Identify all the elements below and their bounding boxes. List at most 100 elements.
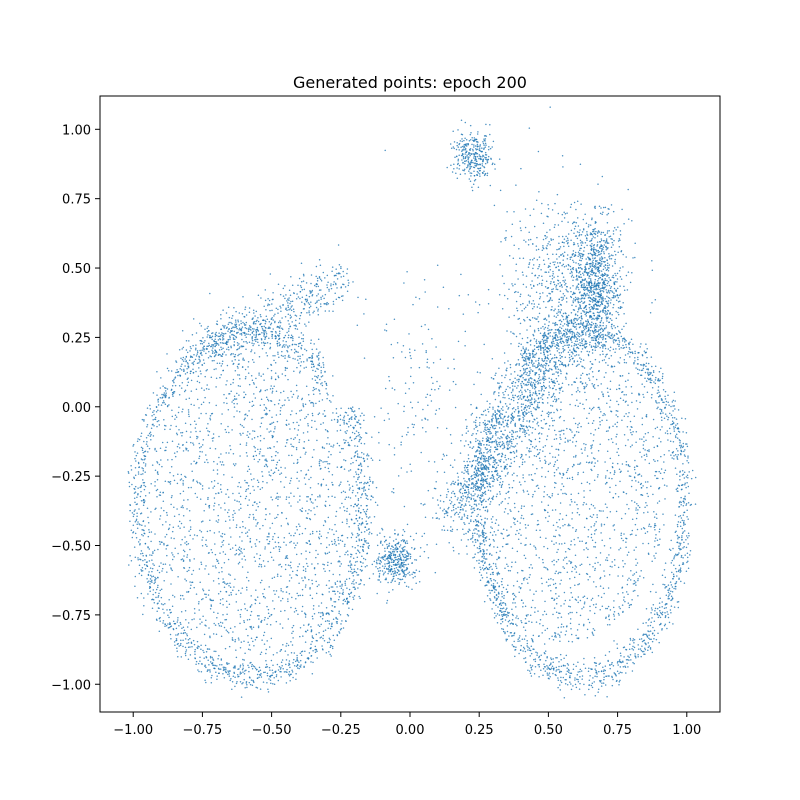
scatter-point (319, 494, 321, 497)
scatter-point (334, 282, 337, 285)
scatter-point (230, 591, 232, 594)
scatter-point (201, 545, 204, 547)
scatter-point (311, 295, 313, 297)
scatter-point (218, 531, 220, 533)
scatter-point (329, 644, 332, 647)
scatter-point (657, 395, 660, 398)
scatter-point (289, 679, 291, 682)
scatter-point (342, 447, 344, 450)
scatter-point (284, 399, 286, 401)
scatter-point (287, 304, 289, 307)
scatter-point (300, 347, 302, 349)
scatter-point (232, 631, 234, 633)
scatter-point (680, 570, 682, 572)
scatter-point (204, 461, 206, 463)
scatter-point (347, 480, 349, 483)
scatter-point (277, 505, 279, 507)
scatter-point (154, 581, 156, 583)
scatter-point (491, 425, 494, 428)
scatter-point (301, 296, 304, 298)
scatter-point (312, 403, 315, 405)
scatter-point (228, 328, 230, 330)
scatter-point (185, 541, 188, 543)
scatter-point (567, 668, 570, 671)
scatter-point (177, 473, 179, 475)
scatter-point (297, 594, 300, 597)
scatter-point (319, 264, 322, 267)
scatter-point (478, 470, 481, 472)
scatter-point (272, 459, 275, 461)
scatter-point (644, 377, 646, 380)
scatter-point (293, 542, 295, 544)
scatter-point (316, 295, 318, 297)
scatter-point (583, 663, 585, 665)
scatter-point (239, 549, 241, 551)
scatter-point (184, 578, 186, 580)
scatter-point (504, 613, 507, 616)
scatter-point (205, 352, 207, 355)
scatter-point (274, 354, 276, 357)
scatter-point (264, 329, 267, 332)
scatter-point (143, 420, 145, 422)
scatter-point (272, 672, 274, 674)
scatter-point (251, 663, 253, 666)
scatter-point (276, 663, 279, 666)
scatter-point (142, 467, 144, 470)
scatter-point (242, 658, 244, 661)
scatter-point (241, 366, 244, 368)
scatter-point (346, 430, 348, 432)
scatter-point (346, 536, 349, 539)
scatter-point (287, 330, 290, 332)
scatter-point (260, 339, 263, 341)
scatter-point (128, 564, 130, 566)
scatter-point (308, 295, 311, 298)
scatter-point (328, 290, 330, 292)
scatter-point (669, 609, 672, 611)
scatter-point (619, 666, 622, 668)
scatter-point (268, 299, 271, 302)
scatter-point (365, 515, 368, 518)
scatter-point (301, 510, 303, 513)
scatter-point (143, 459, 145, 461)
scatter-point (340, 587, 343, 589)
scatter-point (618, 659, 621, 661)
scatter-point (308, 356, 311, 359)
scatter-point (470, 508, 472, 510)
scatter-point (167, 627, 170, 629)
scatter-point (200, 352, 202, 355)
scatter-point (637, 654, 639, 656)
scatter-point (680, 501, 682, 504)
scatter-point (158, 592, 160, 595)
scatter-point (641, 383, 643, 385)
scatter-point (190, 390, 193, 392)
scatter-point (634, 655, 636, 657)
scatter-point (303, 612, 306, 614)
scatter-point (277, 312, 279, 314)
scatter-point (151, 567, 154, 570)
scatter-point (138, 438, 141, 441)
scatter-point (209, 598, 211, 600)
scatter-point (191, 581, 193, 584)
scatter-point (172, 628, 175, 630)
scatter-point (213, 352, 216, 354)
scatter-point (273, 683, 276, 686)
scatter-point (593, 657, 596, 659)
scatter-point (576, 331, 579, 334)
scatter-point (193, 608, 196, 610)
scatter-point (222, 338, 225, 340)
scatter-point (673, 556, 675, 558)
scatter-point (213, 340, 215, 342)
scatter-point (474, 532, 476, 534)
scatter-point (330, 597, 332, 600)
scatter-point (220, 545, 223, 548)
scatter-point (168, 404, 170, 406)
scatter-point (296, 529, 298, 531)
scatter-point (256, 319, 258, 322)
scatter-point (196, 646, 198, 649)
scatter-point (187, 658, 190, 660)
scatter-point (321, 618, 324, 620)
scatter-point (196, 437, 198, 440)
scatter-point (501, 615, 504, 618)
scatter-point (331, 481, 333, 484)
scatter-point (363, 530, 366, 533)
